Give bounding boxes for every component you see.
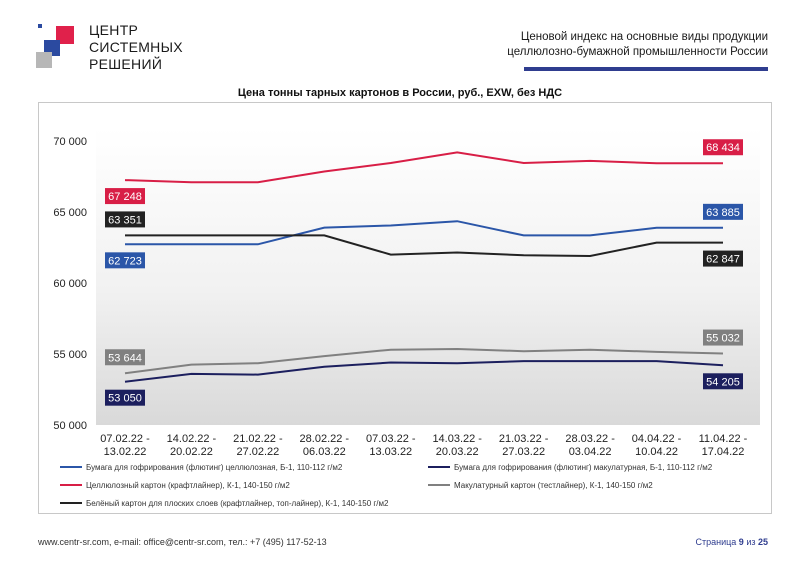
x-tick-label: 10.04.22 — [635, 446, 678, 458]
x-tick-label: 20.03.22 — [436, 446, 479, 458]
x-tick-label: 14.03.22 - — [432, 433, 482, 445]
x-tick-label: 13.03.22 — [369, 446, 412, 458]
data-label-first-2: 53 050 — [108, 393, 142, 405]
data-label-first-1: 62 723 — [108, 255, 142, 267]
logo-line-3: РЕШЕНИЙ — [89, 56, 163, 72]
x-tick-label: 13.02.22 — [104, 446, 147, 458]
logo-square-red — [56, 26, 74, 44]
y-tick-label: 60 000 — [53, 278, 87, 290]
legend-label-1: Бумага для гофрирования (флютинг) целлюл… — [86, 463, 343, 472]
report-title-line-1: Ценовой индекс на основные виды продукци… — [520, 31, 768, 43]
x-tick-label: 27.03.22 — [502, 446, 545, 458]
x-tick-label: 27.02.22 — [236, 446, 279, 458]
legend-label-3: Целлюлозный картон (крафтлайнер), К-1, 1… — [86, 481, 290, 490]
y-tick-label: 70 000 — [53, 136, 87, 148]
page-current: 9 — [738, 537, 744, 547]
logo-square-grey — [36, 52, 52, 68]
y-tick-label: 55 000 — [53, 349, 87, 361]
data-label-first-3-box — [105, 188, 145, 205]
data-label-last-3-box — [703, 139, 743, 156]
x-tick-label: 21.03.22 - — [499, 433, 549, 445]
data-label-last-2-box — [703, 373, 743, 390]
footer-page-number: Страница 9 из 25 — [695, 537, 768, 547]
page-of: из — [746, 537, 756, 547]
x-tick-label: 04.04.22 - — [632, 433, 682, 445]
y-tick-label: 65 000 — [53, 207, 87, 219]
header-accent-bar — [524, 67, 768, 71]
x-tick-label: 03.04.22 — [569, 446, 612, 458]
x-tick-label: 11.04.22 - — [699, 433, 748, 445]
x-tick-label: 28.02.22 - — [300, 433, 350, 445]
data-label-last-2: 54 205 — [706, 376, 740, 388]
chart-frame — [38, 102, 772, 514]
data-label-last-5: 62 847 — [706, 254, 740, 266]
x-tick-label: 21.02.22 - — [233, 433, 283, 445]
footer-contacts: www.centr-sr.com, e-mail: office@centr-s… — [38, 537, 327, 547]
data-label-last-1-box — [703, 203, 743, 220]
series-line-2 — [124, 360, 724, 383]
plot-area — [96, 128, 760, 425]
data-label-last-3: 68 434 — [706, 142, 740, 154]
data-label-first-4-box — [105, 349, 145, 366]
data-label-first-2-box — [105, 389, 145, 406]
data-label-last-4: 55 032 — [706, 333, 740, 345]
data-label-first-3: 67 248 — [108, 191, 142, 203]
logo-line-2: СИСТЕМНЫХ — [89, 39, 183, 55]
data-label-first-5-box — [105, 211, 145, 228]
x-tick-label: 17.04.22 — [702, 446, 745, 458]
data-label-first-1-box — [105, 252, 145, 269]
legend-label-5: Белёный картон для плоских слоев (крафтл… — [86, 499, 389, 508]
series-line-5 — [125, 234, 723, 258]
y-tick-label: 50 000 — [53, 420, 87, 432]
series-line-4 — [124, 347, 724, 375]
series-line-3 — [124, 151, 723, 184]
x-tick-label: 20.02.22 — [170, 446, 213, 458]
report-title-line-2: целлюлозно-бумажной промышленности Росси… — [507, 46, 768, 58]
chart-title: Цена тонны тарных картонов в России, руб… — [237, 87, 563, 99]
legend-label-2: Бумага для гофрирования (флютинг) макула… — [454, 463, 713, 472]
x-tick-label: 07.03.22 - — [366, 433, 416, 445]
report-title: Ценовой индекс на основные виды продукци… — [507, 30, 768, 60]
data-label-first-5: 63 351 — [108, 214, 142, 226]
page-word: Страница — [695, 537, 737, 547]
series-line-1 — [125, 220, 723, 246]
x-tick-label: 06.03.22 — [303, 446, 346, 458]
data-label-first-4: 53 644 — [108, 352, 142, 364]
page-total: 25 — [757, 537, 768, 547]
x-tick-label: 14.02.22 - — [167, 433, 217, 445]
data-label-last-1: 63 885 — [706, 207, 740, 219]
data-label-last-5-box — [703, 250, 743, 267]
logo-text: ЦЕНТР СИСТЕМНЫХ РЕШЕНИЙ — [89, 22, 183, 73]
x-tick-label: 07.02.22 - — [100, 433, 150, 445]
logo-line-1: ЦЕНТР — [89, 22, 139, 38]
data-label-last-4-box — [703, 329, 743, 346]
logo-square-small — [38, 24, 42, 28]
company-logo: ЦЕНТР СИСТЕМНЫХ РЕШЕНИЙ — [36, 22, 183, 74]
legend-label-4: Макулатурный картон (тестлайнер), К-1, 1… — [454, 481, 653, 490]
x-tick-label: 28.03.22 - — [565, 433, 615, 445]
